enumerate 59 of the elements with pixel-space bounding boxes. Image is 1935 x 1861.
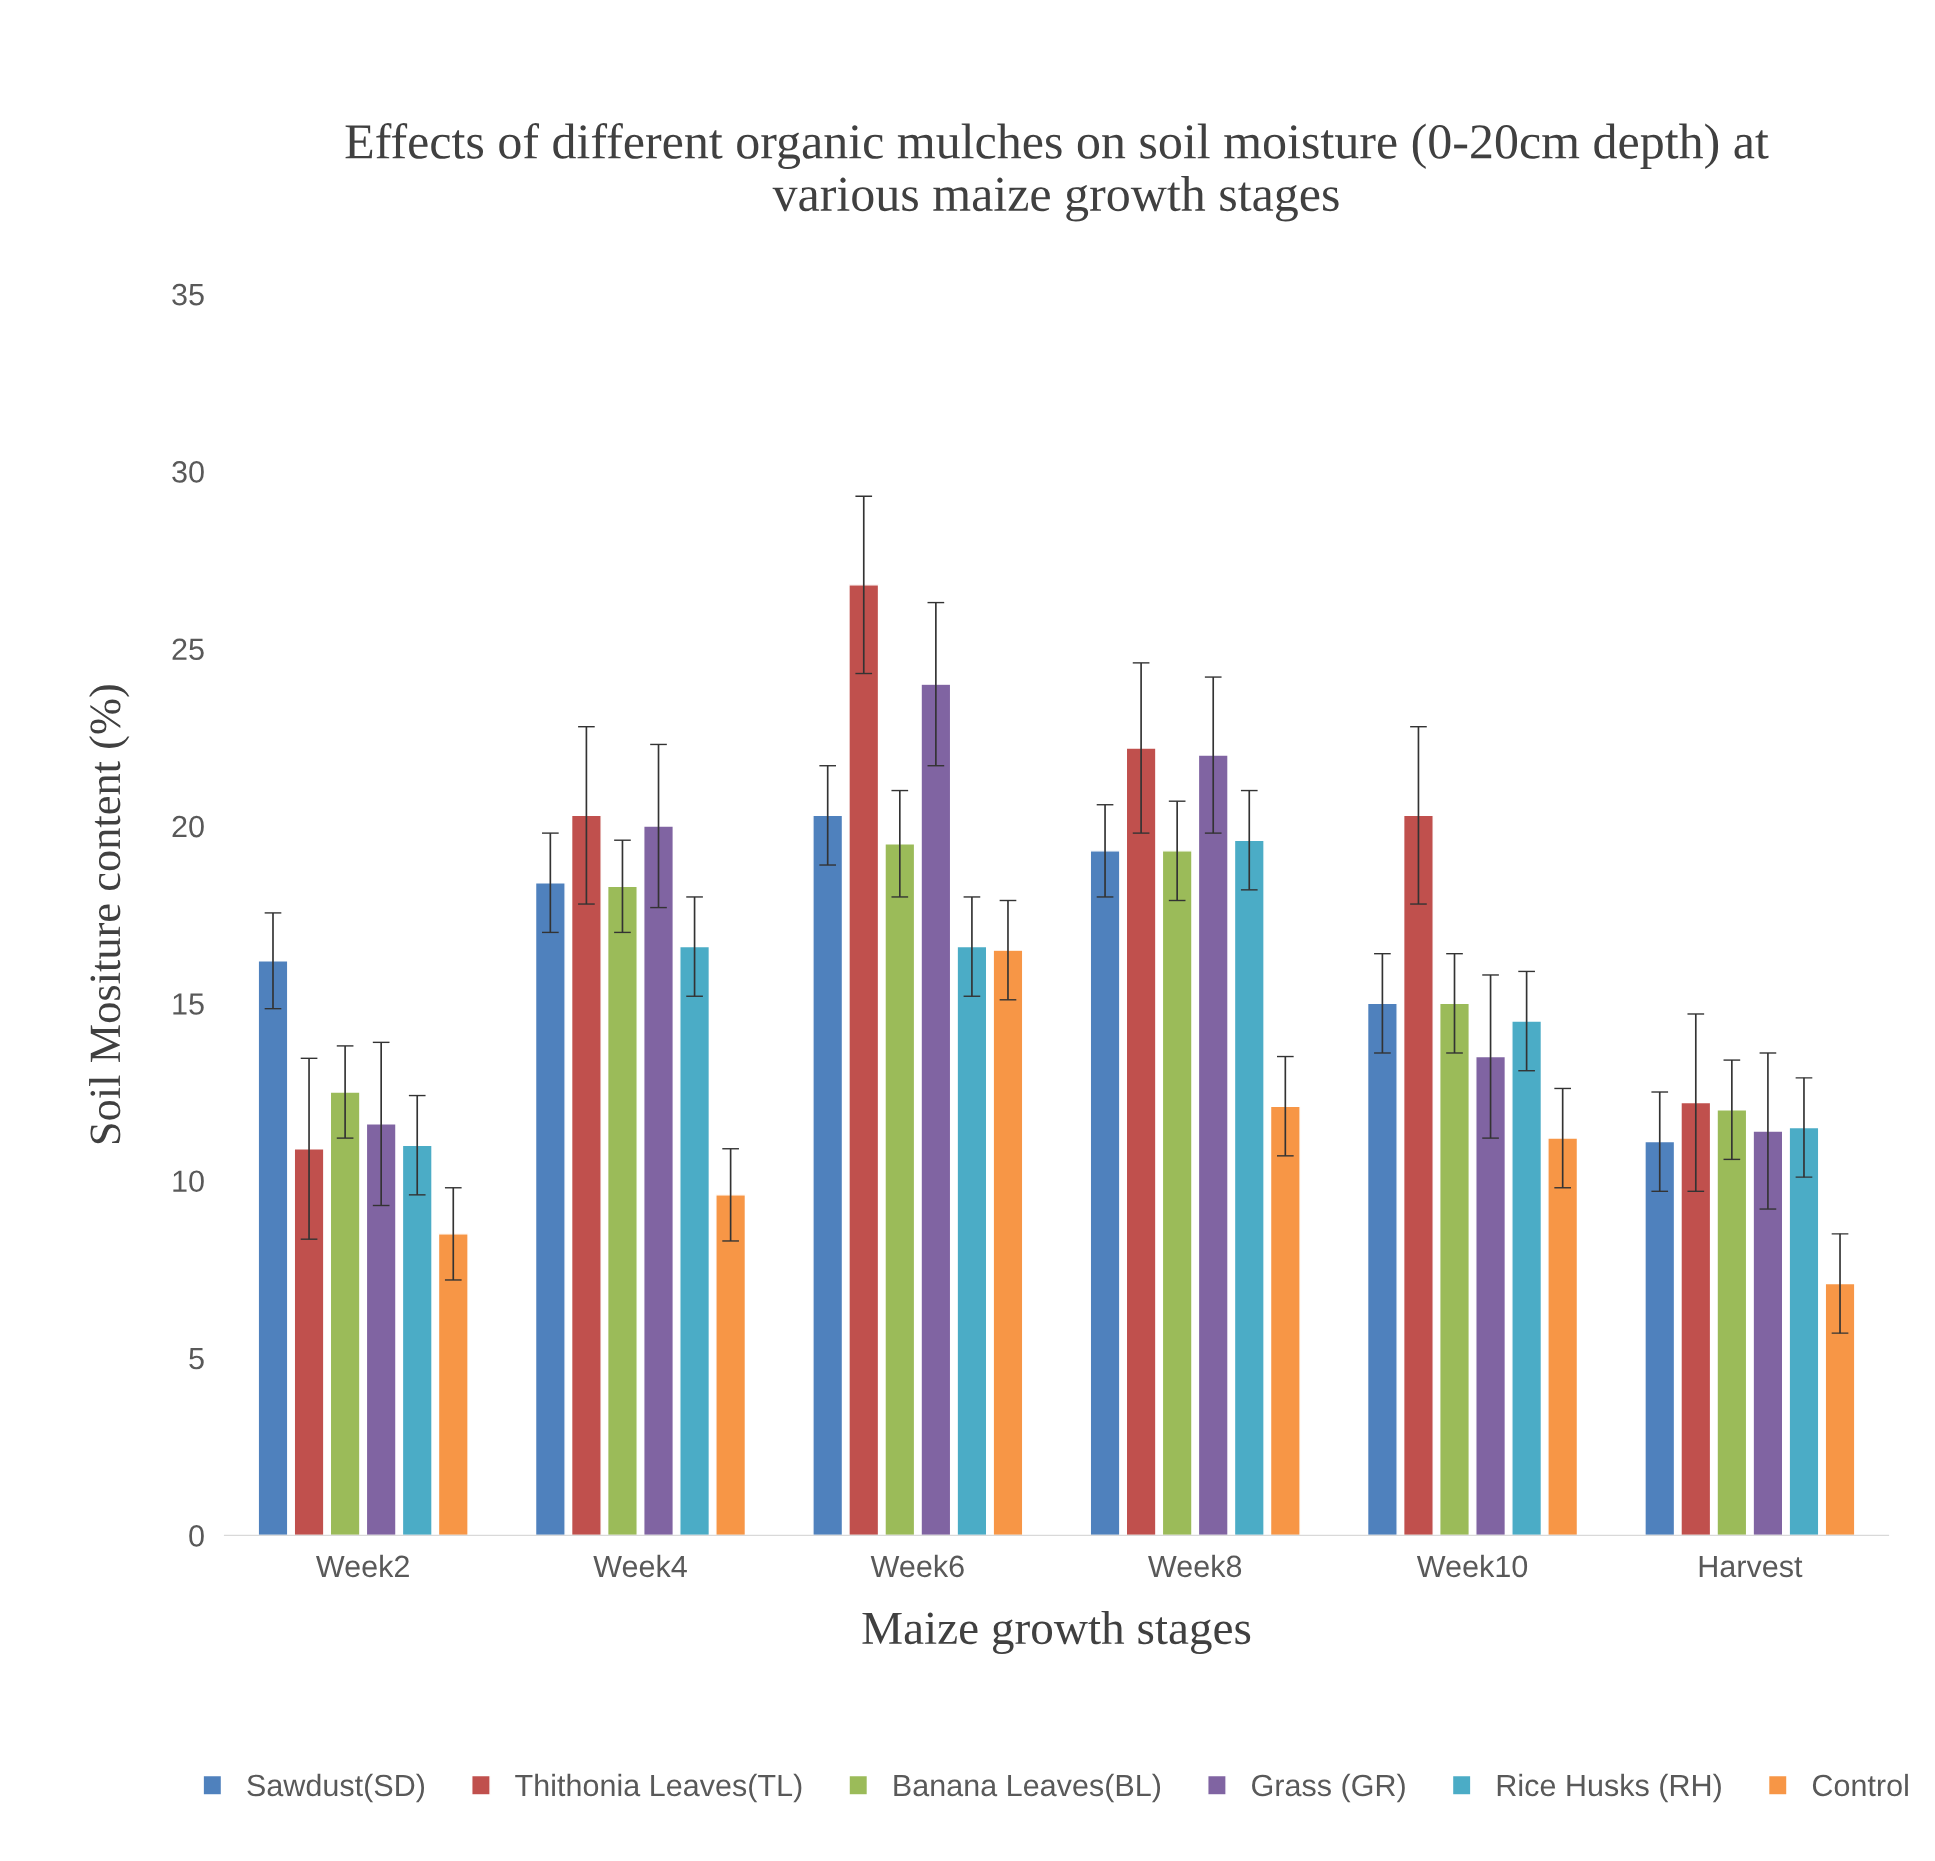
bar [257, 960, 289, 1536]
bar [606, 885, 638, 1536]
bar [437, 1233, 469, 1536]
x-tick-label: Week6 [870, 1554, 964, 1578]
x-tick-label: Week2 [315, 1554, 409, 1578]
bar [848, 584, 880, 1536]
bar [365, 1123, 397, 1536]
bar [679, 945, 711, 1536]
bar [1089, 850, 1121, 1536]
bar [570, 814, 602, 1536]
bar [1644, 1140, 1676, 1536]
bar [1233, 839, 1265, 1536]
bar [956, 945, 988, 1536]
y-tick-label: 0 [189, 1525, 204, 1547]
bar [1716, 1109, 1748, 1536]
bar [992, 949, 1024, 1536]
bar [401, 1144, 433, 1536]
legend-label: Grass (GR) [1252, 1773, 1405, 1803]
bar [1402, 814, 1434, 1536]
bar [1197, 754, 1229, 1536]
bar [1161, 850, 1193, 1536]
y-tick-label: 15 [173, 993, 204, 1015]
y-tick-label: 10 [173, 1170, 204, 1193]
bar [1788, 1126, 1820, 1536]
bar [1547, 1137, 1579, 1536]
bar [884, 843, 916, 1536]
bar [1511, 1020, 1543, 1536]
x-tick-label: Harvest [1699, 1555, 1803, 1578]
bar [534, 882, 566, 1536]
legend-label: Banana Leaves(BL) [894, 1773, 1161, 1803]
bar [920, 683, 952, 1536]
y-tick-label: 35 [172, 283, 204, 306]
y-tick-label: 25 [172, 638, 204, 661]
bar [1475, 1055, 1507, 1536]
legend-label: Control [1812, 1773, 1908, 1797]
bar [1439, 1002, 1470, 1536]
y-tick-label: 20 [172, 815, 204, 838]
legend-label: Rice Husks (RH) [1497, 1773, 1721, 1803]
legend-label: Thithonia Leaves(TL) [515, 1773, 802, 1803]
y-tick-label: 5 [189, 1348, 204, 1370]
chart-title: Effects of different organic mulches on soil moisture (0-20cm depth) at various maize growth stages [345, 123, 1769, 222]
bar [1824, 1282, 1856, 1536]
bar [1752, 1130, 1784, 1536]
bar [329, 1091, 361, 1536]
legend-label: Sawdust(SD) [247, 1773, 425, 1803]
bar [1269, 1105, 1301, 1536]
x-tick-label: Week8 [1148, 1554, 1242, 1578]
x-tick-label: Week4 [593, 1554, 687, 1578]
bar [1366, 1002, 1398, 1536]
bar [715, 1194, 747, 1536]
x-tick-label: Week10 [1416, 1554, 1528, 1578]
bar [1125, 747, 1157, 1536]
bar [1680, 1101, 1712, 1536]
bar [293, 1148, 325, 1536]
bar [643, 825, 674, 1536]
y-tick-label: 30 [172, 461, 204, 483]
bar [812, 814, 844, 1536]
y-axis-title: Soil Mositure content (%) [89, 685, 130, 1144]
x-axis-title: Maize growth stages [862, 1611, 1251, 1654]
